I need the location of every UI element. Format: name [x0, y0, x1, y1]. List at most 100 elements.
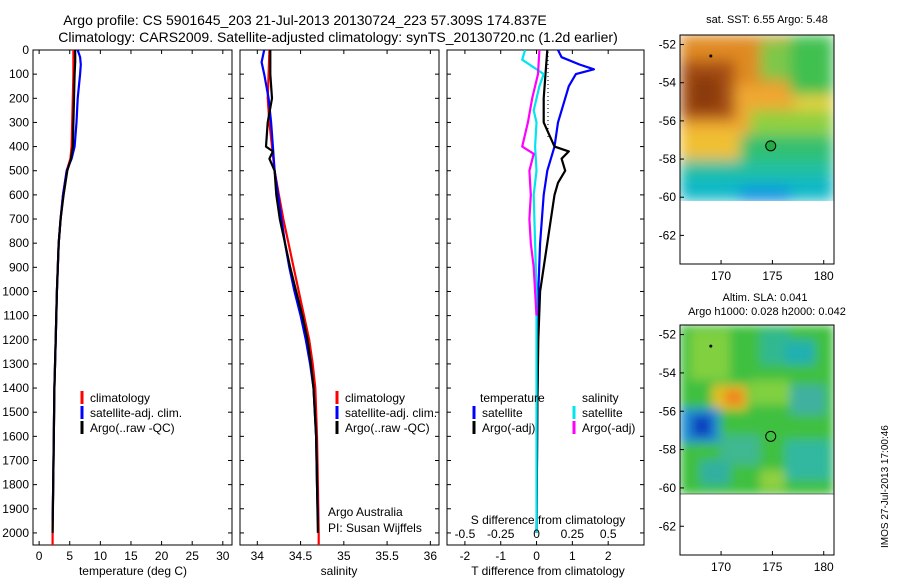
legend-label-argo: Argo(..raw -QC): [345, 421, 430, 435]
imos-timestamp: IMOS 27-Jul-2013 17:00:46: [880, 425, 891, 548]
argo-position-marker: [765, 430, 777, 442]
salinity-lines: [260, 50, 320, 545]
x-tick-label: 25: [186, 549, 200, 563]
depth-tick-label: 200: [9, 91, 29, 105]
x-tick-label: -1: [495, 549, 506, 563]
depth-tick-label: 1300: [2, 357, 29, 371]
depth-tick-label: 600: [9, 188, 29, 202]
sla-map-land-mask: [681, 494, 833, 554]
previous-position-dot: [709, 54, 713, 58]
sla-heatmap: [680, 325, 834, 494]
x-tick-label: 0: [533, 549, 540, 563]
depth-tick-label: 100: [9, 67, 29, 81]
legend-label-argo: Argo(..raw -QC): [90, 421, 175, 435]
sla-map-panel: Altim. SLA: 0.041 Argo h1000: 0.028 h200…: [659, 292, 846, 574]
x-tick-label: 5: [66, 549, 73, 563]
legend-label-climatology: climatology: [90, 391, 150, 405]
lat-tick-label: -62: [659, 228, 677, 242]
salinity-x-axis: 34 34.5 35 35.5 36: [251, 50, 438, 563]
depth-tick-label: 1900: [2, 502, 29, 516]
lat-tick-label: -60: [659, 481, 677, 495]
lon-tick-label: 175: [762, 269, 782, 283]
difference-legend: temperature satellite Argo(-adj) salinit…: [472, 391, 635, 435]
salinity-panel: 34 34.5 35 35.5 36 salinity climatology sate…: [239, 49, 440, 578]
difference-lines: [521, 50, 596, 533]
depth-tick-label: 1400: [2, 381, 29, 395]
sst-map-ticks: -52 -54 -56 -58 -60 -62 170 175 180: [659, 38, 834, 283]
salinity-depth-ticks: [240, 49, 439, 534]
depth-tick-label: 500: [9, 164, 29, 178]
lon-tick-label: 180: [814, 560, 834, 574]
lat-tick-label: -60: [659, 190, 677, 204]
lat-tick-label: -56: [659, 404, 677, 418]
lat-tick-label: -58: [659, 152, 677, 166]
depth-tick-label: 1100: [3, 309, 29, 323]
x-tick-label: 0: [36, 549, 43, 563]
series-line-argo-raw-qc-: [264, 50, 319, 533]
s-tick-label: 0.5: [600, 527, 617, 541]
series-line-climatology: [266, 50, 320, 545]
s-tick-label: -0.25: [487, 527, 515, 541]
t-diff-xlabel: T difference from climatology: [471, 564, 625, 578]
legend-label-t-argo: Argo(-adj): [482, 421, 535, 435]
salinity-axes-frame: [239, 49, 440, 546]
series-line-satellite-adj-clim-: [260, 50, 319, 521]
x-tick-label: 35: [337, 549, 351, 563]
s-tick-label: -0.5: [455, 527, 476, 541]
difference-panel: -2 -1 0 1 2 S difference from climatology -0…: [446, 49, 645, 578]
lat-tick-label: -58: [659, 443, 677, 457]
depth-tick-label: 2000: [2, 526, 29, 540]
series-line-argo-adj-: [521, 50, 541, 316]
lon-tick-label: 170: [711, 560, 731, 574]
x-tick-label: 10: [94, 549, 108, 563]
legend-label-s-satellite: satellite: [582, 406, 623, 420]
x-tick-label: 15: [124, 549, 138, 563]
legend-label-t-satellite: satellite: [482, 406, 523, 420]
x-tick-label: 36: [424, 549, 438, 563]
depth-tick-label: 300: [9, 115, 29, 129]
depth-axis: 0 100 200 300 400 500 600 700 800 900 1000 1100 1200…: [2, 43, 232, 540]
s-tick-label: 0.25: [561, 527, 585, 541]
series-line-satellite: [521, 50, 545, 533]
legend-label-climatology: climatology: [345, 391, 405, 405]
lon-tick-label: 170: [711, 269, 731, 283]
sst-map-frame: [679, 34, 835, 265]
x-tick-label: -2: [460, 549, 471, 563]
difference-x-axis: -2 -1 0 1 2: [460, 50, 612, 563]
s-diff-xlabel: S difference from climatology: [471, 513, 626, 527]
legend-label-s-argo: Argo(-adj): [582, 421, 635, 435]
difference-axes-frame: [446, 49, 645, 546]
lat-tick-label: -54: [659, 76, 677, 90]
series-line-argo-adj-: [535, 50, 570, 533]
x-tick-label: 34.5: [289, 549, 313, 563]
depth-tick-label: 1800: [2, 478, 29, 492]
salinity-xlabel: salinity: [321, 564, 358, 578]
difference-depth-ticks: [447, 49, 644, 534]
s-tick-label: 0: [533, 527, 540, 541]
sst-map-land-mask: [681, 204, 833, 263]
x-tick-label: 35.5: [375, 549, 399, 563]
legend-heading-salinity: salinity: [582, 391, 619, 405]
depth-tick-label: 1500: [2, 405, 29, 419]
salinity-legend: climatology satellite-adj. clim. Argo(..…: [335, 391, 437, 435]
sla-map-title-line2: Argo h1000: 0.028 h2000: 0.042: [688, 306, 846, 318]
previous-position-dot: [709, 344, 713, 348]
lat-tick-label: -62: [659, 519, 677, 533]
argo-australia-annotation: Argo Australia: [328, 505, 403, 519]
sst-map-title: sat. SST: 6.55 Argo: 5.48: [706, 14, 828, 26]
depth-tick-label: 1200: [2, 333, 29, 347]
x-tick-label: 2: [605, 549, 612, 563]
lat-tick-label: -56: [659, 114, 677, 128]
s-diff-tick-labels: -0.5 -0.25 0 0.25 0.5: [455, 527, 617, 541]
lon-tick-label: 175: [762, 560, 782, 574]
temperature-xlabel: temperature (deg C): [79, 564, 187, 578]
depth-tick-label: 0: [22, 43, 29, 57]
lat-tick-label: -52: [659, 328, 677, 342]
sst-heatmap: [680, 35, 834, 204]
series-line-satellite: [535, 50, 596, 533]
figure-title-line2: Climatology: CARS2009. Satellite-adjuste…: [58, 29, 618, 45]
depth-tick-label: 400: [9, 140, 29, 154]
x-tick-label: 30: [216, 549, 230, 563]
temperature-axes-frame: [32, 49, 233, 546]
pi-annotation: PI: Susan Wijffels: [328, 521, 422, 535]
